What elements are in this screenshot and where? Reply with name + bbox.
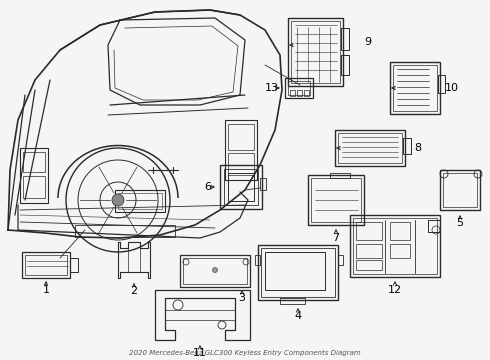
Bar [228,153,254,175]
Bar [356,244,382,258]
Bar [118,193,162,209]
Bar [341,28,349,50]
Text: 1: 1 [43,285,49,295]
Bar [304,90,309,96]
Bar [330,173,350,178]
Bar [438,75,445,93]
Bar [261,248,335,297]
Bar [297,90,302,96]
Bar [308,175,364,225]
Bar [224,169,258,205]
Text: 6: 6 [204,182,212,192]
Bar [393,65,437,111]
Text: 8: 8 [415,143,421,153]
Text: 13: 13 [265,83,279,93]
Bar [288,81,310,95]
Text: 5: 5 [457,218,464,228]
Bar [338,255,343,265]
Bar [20,148,48,203]
Bar [228,124,254,150]
Bar [220,165,262,209]
Bar [356,260,382,270]
Bar [288,18,343,86]
Bar [390,244,410,258]
Text: 11: 11 [193,348,207,358]
Bar [356,222,382,240]
Text: 7: 7 [332,233,340,243]
Bar [183,258,247,284]
Bar [23,152,45,172]
Bar [311,178,361,222]
Bar [280,298,305,304]
Bar [260,178,266,190]
Bar [115,190,165,212]
Text: 2: 2 [130,286,138,296]
Bar [75,225,175,237]
Bar [70,258,78,272]
Circle shape [213,267,218,273]
Bar [290,90,295,96]
Bar [255,255,260,265]
Text: 2020 Mercedes-Benz GLC300 Keyless Entry Components Diagram: 2020 Mercedes-Benz GLC300 Keyless Entry … [129,350,361,356]
Bar [353,218,437,274]
Bar [258,245,338,300]
Bar [338,133,402,163]
Text: 4: 4 [294,311,301,321]
Text: 10: 10 [445,83,459,93]
Bar [291,21,340,83]
Bar [403,138,411,154]
Bar [228,173,254,201]
Text: 12: 12 [388,285,402,295]
Bar [390,222,410,240]
Circle shape [112,194,124,206]
Bar [443,173,477,207]
Text: 3: 3 [239,293,245,303]
Bar [225,120,257,180]
Bar [428,220,440,232]
Bar [285,78,313,98]
Bar [440,170,480,210]
Bar [341,55,349,75]
Bar [350,215,440,277]
Bar [25,255,67,275]
Bar [180,255,250,287]
Bar [22,252,70,278]
Bar [23,176,45,198]
Bar [390,62,440,114]
Text: 9: 9 [365,37,371,47]
Bar [335,130,405,166]
Bar [265,252,325,290]
